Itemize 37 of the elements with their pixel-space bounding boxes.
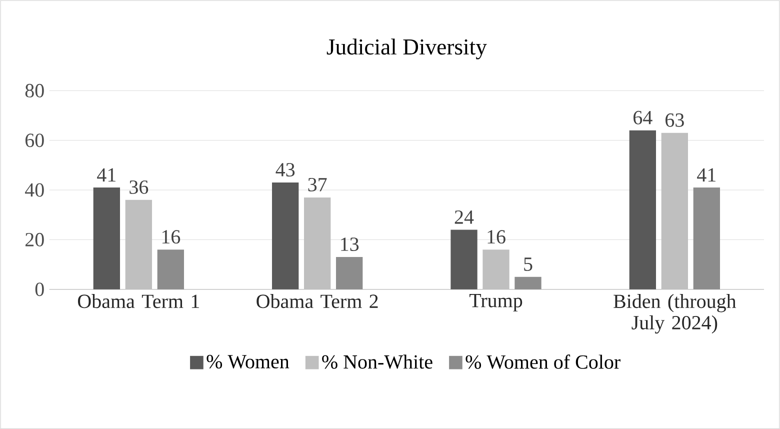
legend-label: % Women bbox=[206, 354, 290, 368]
bar bbox=[629, 130, 656, 290]
y-tick-label: 60 bbox=[25, 133, 44, 147]
chart-title: Judicial Diversity bbox=[326, 38, 487, 60]
data-label: 63 bbox=[666, 113, 684, 127]
data-label: 24 bbox=[454, 210, 474, 224]
bar bbox=[450, 230, 478, 290]
bar bbox=[304, 197, 331, 290]
bar bbox=[482, 249, 510, 290]
x-tick-label: Obama Term 1 bbox=[78, 294, 199, 308]
data-label: 16 bbox=[162, 230, 180, 244]
y-tick-label: 80 bbox=[25, 84, 44, 98]
bar bbox=[93, 187, 120, 290]
y-tick-label: 40 bbox=[25, 183, 44, 197]
legend-label: % Women of Color bbox=[466, 354, 620, 369]
data-label: 37 bbox=[308, 178, 327, 192]
bar bbox=[514, 276, 542, 290]
data-label: 16 bbox=[488, 230, 506, 244]
data-label: 13 bbox=[341, 237, 359, 251]
bar bbox=[157, 249, 184, 290]
bar bbox=[693, 187, 720, 290]
data-label: 41 bbox=[97, 168, 116, 182]
legend-label: % Non-White bbox=[322, 354, 432, 369]
x-tick-label: Obama Term 2 bbox=[256, 294, 378, 308]
data-label: 41 bbox=[697, 168, 716, 182]
y-tick-label: 0 bbox=[35, 282, 44, 296]
bar bbox=[336, 256, 363, 290]
bar bbox=[661, 132, 688, 290]
data-label: 43 bbox=[276, 162, 295, 176]
x-tick-label: Biden (through July 2024) bbox=[614, 294, 736, 334]
y-tick-label: 20 bbox=[26, 232, 44, 246]
data-label: 5 bbox=[524, 257, 532, 271]
bar bbox=[272, 182, 299, 290]
x-tick-label: Trump bbox=[469, 294, 522, 312]
bar bbox=[125, 200, 152, 290]
data-label: 36 bbox=[130, 180, 148, 194]
data-label: 64 bbox=[634, 110, 652, 124]
